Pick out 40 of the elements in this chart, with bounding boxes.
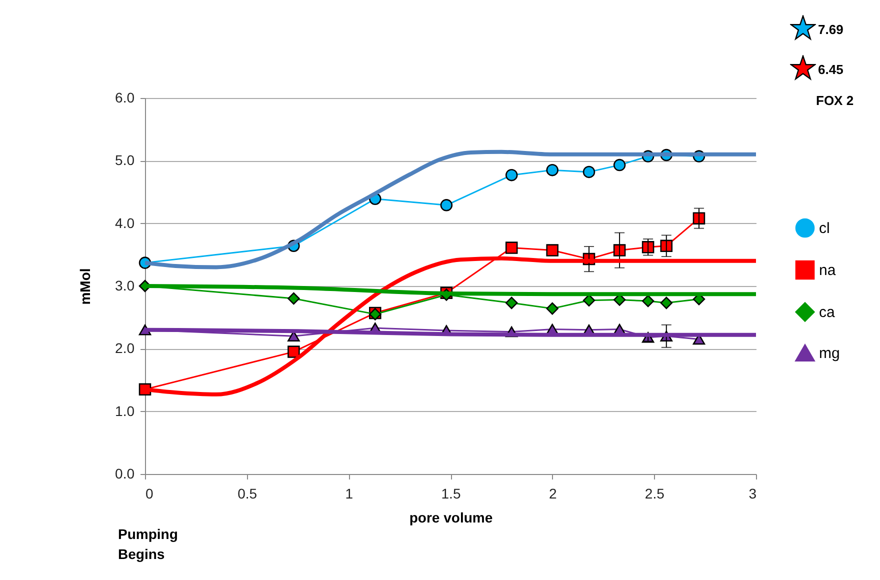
y-tick-label: 4.0 — [115, 214, 135, 231]
legend-label: cl — [819, 220, 830, 237]
point — [505, 242, 518, 254]
x-tick-label: 2 — [548, 486, 557, 502]
y-axis-title: mMol — [77, 268, 94, 305]
y-tick-label: 1.0 — [115, 402, 135, 419]
legend-label: mg — [819, 345, 840, 362]
y-tick-label: 0.0 — [115, 466, 135, 482]
x-tick-label: 3 — [748, 486, 757, 502]
point — [613, 158, 626, 172]
point — [546, 164, 558, 176]
point — [288, 346, 300, 358]
point — [660, 296, 673, 310]
text: Pumping Begins — [118, 525, 179, 564]
point — [642, 294, 654, 308]
point — [546, 244, 558, 256]
legend-label: ca — [819, 304, 836, 321]
y-tick-label: 5.0 — [115, 152, 135, 168]
text: FOX 2 — [816, 93, 854, 108]
x-tick-label: 1 — [345, 486, 354, 502]
point — [546, 302, 558, 315]
x-tick-label: 1.5 — [441, 486, 461, 502]
point — [288, 292, 300, 305]
y-tick-label: 2.0 — [115, 340, 135, 356]
text: 6.45 — [818, 62, 844, 77]
legend-label: na — [819, 262, 836, 279]
x-tick-label: 0 — [146, 486, 154, 502]
point — [505, 168, 518, 182]
text: 7.69 — [818, 22, 844, 37]
x-tick-label: 0.5 — [238, 486, 258, 502]
point — [440, 199, 453, 212]
x-axis-title: pore volume — [409, 510, 493, 526]
point — [692, 212, 706, 224]
y-tick-label: 3.0 — [115, 278, 135, 294]
y-tick-label: 6.0 — [115, 90, 135, 106]
point — [505, 296, 518, 310]
point — [582, 166, 596, 178]
point — [642, 241, 654, 254]
point — [613, 244, 626, 256]
x-tick-label: 2.5 — [644, 486, 665, 502]
